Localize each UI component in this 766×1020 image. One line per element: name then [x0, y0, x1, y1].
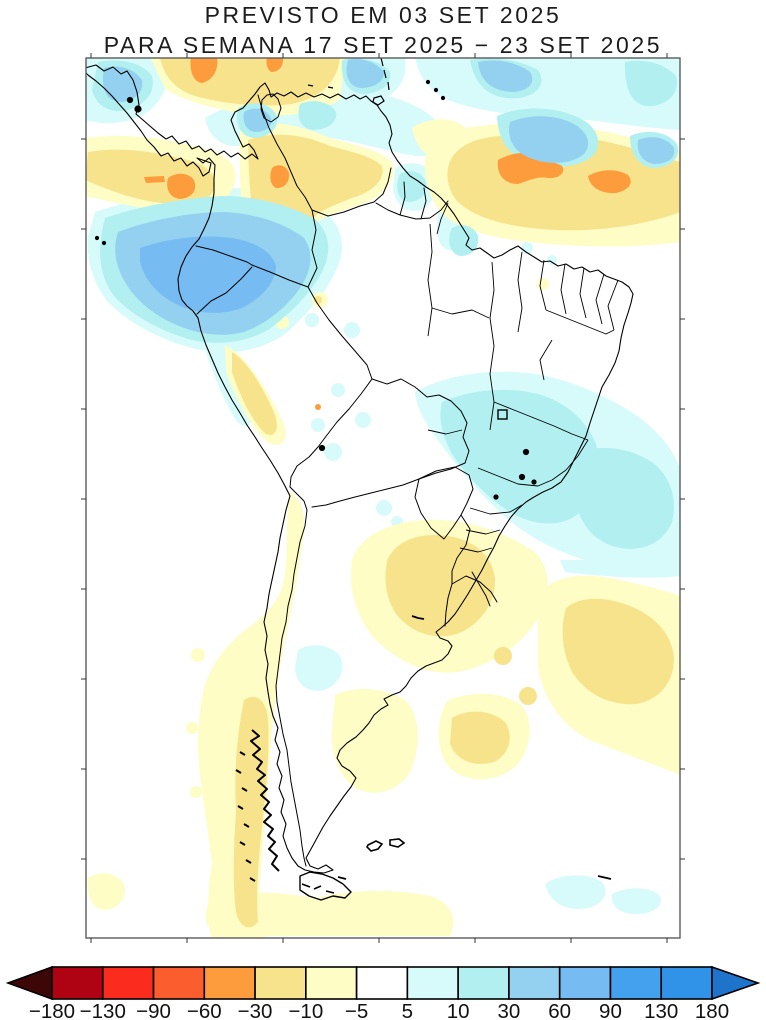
colorbar-segment — [508, 966, 561, 1000]
colorbar-tick-label: 130 — [644, 1000, 678, 1020]
colorbar-tick-label: −180 — [29, 1000, 75, 1020]
colorbar-tick-label: −90 — [136, 1000, 171, 1020]
anomaly-level-60-90-regions — [140, 236, 276, 313]
colorbar-tick-label: −130 — [80, 1000, 126, 1020]
colorbar-tick-label: −30 — [238, 1000, 273, 1020]
colorbar-tick-label: 180 — [695, 1000, 729, 1020]
colorbar-segment — [660, 966, 713, 1000]
anomaly-colorbar-legend: −180 −130 −90 −60 −30 −10 −5 5 10 30 60 90 130 180 — [5, 965, 761, 1020]
colorbar-tick-label: 5 — [402, 1000, 413, 1020]
page-title: PREVISTO EM 03 SET 2025 — [204, 2, 562, 28]
colorbar-segment — [254, 966, 307, 1000]
colorbar-segment — [558, 966, 612, 1000]
map-frame-ticks — [81, 53, 685, 943]
state-borders — [427, 202, 619, 553]
islands-and-lakes — [94, 58, 612, 880]
anomaly-level-30-60-regions — [102, 59, 675, 335]
map-frame — [85, 57, 681, 939]
colorbar-segment — [406, 966, 459, 1000]
country-borders — [195, 94, 498, 867]
colorbar-segment — [609, 966, 663, 1000]
colorbar-right-arrow — [711, 965, 761, 1001]
colorbar-segment — [457, 966, 510, 1000]
fjord-archipelago — [235, 729, 352, 901]
colorbar-tick-label: −5 — [345, 1000, 368, 1020]
colorbar-tick-label: 10 — [447, 1000, 470, 1020]
colorbar-tick-label: 30 — [498, 1000, 521, 1020]
south-america-anomaly-map — [81, 53, 685, 943]
colorbar-tick-label: 90 — [599, 1000, 622, 1020]
colorbar-segment — [355, 966, 409, 1000]
anomaly-level-neg60-neg30-regions — [144, 58, 631, 410]
colorbar-tick-label: −60 — [187, 1000, 222, 1020]
colorbar-segment — [305, 966, 358, 1000]
colorbar-left-arrow — [5, 965, 53, 1001]
colorbar-tick-label: 60 — [548, 1000, 571, 1020]
colorbar-segment — [101, 966, 155, 1000]
page-subtitle: PARA SEMANA 17 SET 2025 − 23 SET 2025 — [103, 32, 663, 58]
coastline — [86, 64, 634, 874]
colorbar-segment — [51, 966, 104, 1000]
colorbar-segment — [203, 966, 256, 1000]
colorbar-segment — [152, 966, 206, 1000]
colorbar-tick-label: −10 — [288, 1000, 323, 1020]
